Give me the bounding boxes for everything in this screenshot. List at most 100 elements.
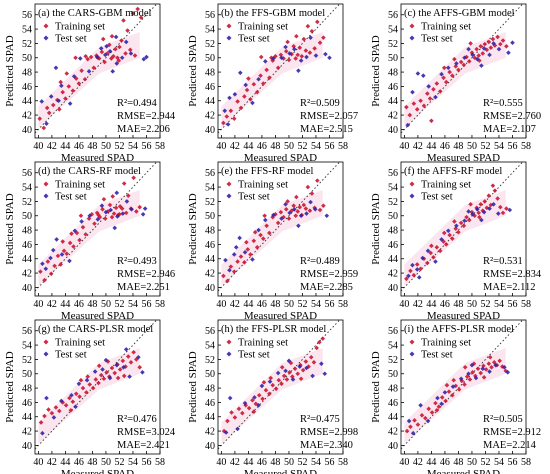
y-tick-label: 56 xyxy=(205,10,215,21)
training-point xyxy=(275,220,281,226)
training-point xyxy=(425,260,430,266)
training-point xyxy=(478,370,484,376)
training-point xyxy=(228,264,234,269)
training-point xyxy=(121,373,127,379)
y-tick-label: 52 xyxy=(388,355,398,366)
test-point xyxy=(487,52,492,58)
plot-frame xyxy=(34,161,161,297)
y-tick-label: 48 xyxy=(388,68,398,79)
training-point xyxy=(480,208,486,214)
training-point xyxy=(100,206,105,212)
training-point xyxy=(478,201,484,207)
test-point xyxy=(470,212,475,217)
one-to-one-line xyxy=(34,319,157,450)
training-point xyxy=(110,194,116,199)
x-tick-label: 46 xyxy=(440,299,450,310)
training-point xyxy=(441,75,446,81)
one-to-one-line xyxy=(217,161,340,292)
training-point xyxy=(109,214,115,220)
y-tick-label: 50 xyxy=(388,369,398,380)
training-point xyxy=(307,208,313,214)
test-point xyxy=(450,384,456,389)
training-point xyxy=(127,47,133,53)
training-point xyxy=(294,33,299,39)
training-point xyxy=(85,374,91,379)
training-point xyxy=(38,269,43,274)
training-point xyxy=(468,201,473,207)
training-point xyxy=(123,210,129,216)
test-point xyxy=(275,370,281,376)
r-squared-label: R²=0.475 xyxy=(300,414,340,425)
training-point xyxy=(256,392,262,398)
training-point xyxy=(248,252,253,257)
training-point xyxy=(286,57,292,63)
training-point xyxy=(293,56,299,61)
x-tick-label: 46 xyxy=(74,299,84,310)
x-tick-label: 42 xyxy=(413,299,423,310)
y-tick-label: 44 xyxy=(388,254,398,265)
training-point xyxy=(317,339,322,345)
training-point xyxy=(225,418,230,424)
x-tick-label: 48 xyxy=(270,141,280,152)
y-axis-title: Predicted SPAD xyxy=(187,35,199,106)
training-point xyxy=(407,112,413,118)
x-tick-label: 52 xyxy=(480,457,490,468)
legend-training-marker xyxy=(226,23,232,29)
test-point xyxy=(110,69,116,74)
rmse-label: RMSE=2.944 xyxy=(117,111,176,122)
x-tick-label: 40 xyxy=(216,299,226,310)
training-point xyxy=(117,44,122,50)
training-point xyxy=(60,239,66,244)
x-tick-label: 48 xyxy=(270,299,280,310)
y-tick-label: 56 xyxy=(22,168,32,179)
test-point xyxy=(141,56,147,62)
training-point xyxy=(483,367,489,372)
training-point xyxy=(76,81,82,86)
training-point xyxy=(101,196,107,202)
training-point xyxy=(285,199,290,204)
y-axis-title: Predicted SPAD xyxy=(187,193,199,264)
legend-test-marker xyxy=(409,351,415,357)
y-tick-label: 56 xyxy=(388,168,398,179)
test-point xyxy=(487,206,492,211)
x-tick-label: 48 xyxy=(87,457,97,468)
y-tick-label: 54 xyxy=(388,341,398,352)
training-point xyxy=(67,395,72,401)
x-tick-label: 40 xyxy=(216,141,226,152)
training-point xyxy=(63,402,69,408)
rmse-label: RMSE=2.057 xyxy=(300,111,358,122)
test-point xyxy=(227,95,232,101)
training-point xyxy=(238,254,244,259)
y-tick-label: 44 xyxy=(388,412,398,423)
y-tick-label: 50 xyxy=(388,211,398,222)
panel-c: 40 42 44 46 48 50 52 54 56 58404244464850525456Me… xyxy=(370,3,541,164)
training-point xyxy=(443,79,449,85)
legend-training-marker xyxy=(43,339,49,345)
x-tick-label: 42 xyxy=(47,141,57,152)
legend-test-label: Test set xyxy=(238,350,270,361)
panel-title: (h) the FFS-PLSR model xyxy=(221,324,326,335)
training-point xyxy=(109,56,114,61)
test-point xyxy=(124,199,130,204)
test-point xyxy=(480,366,486,372)
training-point xyxy=(74,230,80,236)
x-tick-label: 42 xyxy=(230,299,240,310)
test-point xyxy=(114,61,120,66)
training-point xyxy=(83,232,88,237)
test-point xyxy=(123,39,129,45)
test-point xyxy=(296,223,301,229)
test-point xyxy=(458,376,464,382)
x-tick-label: 58 xyxy=(338,299,348,310)
y-tick-label: 54 xyxy=(205,341,215,352)
mae-label: MAE=2.214 xyxy=(483,440,537,451)
training-point xyxy=(477,58,482,63)
x-tick-label: 42 xyxy=(413,141,423,152)
training-point xyxy=(434,407,440,413)
x-tick-label: 46 xyxy=(440,141,450,152)
training-point xyxy=(42,413,47,419)
legend-training-marker xyxy=(409,339,415,345)
training-point xyxy=(135,6,141,12)
legend-training-marker xyxy=(409,23,415,29)
training-point xyxy=(120,358,126,364)
test-point xyxy=(67,101,73,106)
